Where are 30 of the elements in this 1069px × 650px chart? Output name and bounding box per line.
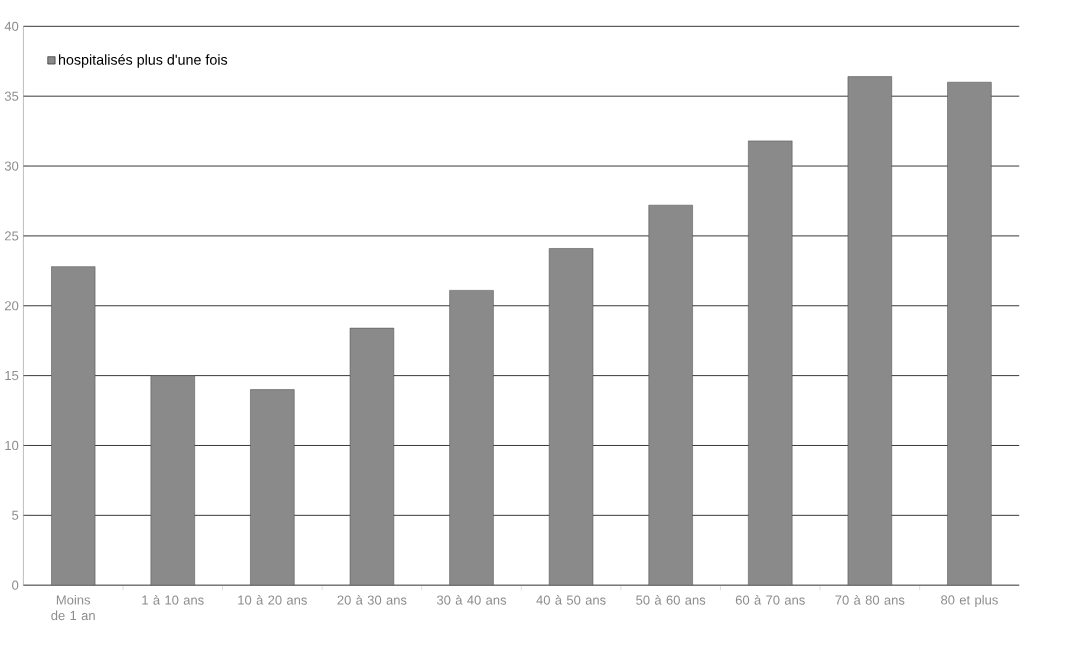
bar bbox=[648, 205, 693, 586]
bar bbox=[548, 248, 594, 586]
x-tick-label: 60 à 70 ans bbox=[735, 595, 805, 605]
x-tick-label: 1 à 10 ans bbox=[142, 595, 204, 605]
y-tick-label: 25 bbox=[4, 231, 19, 241]
y-tick-label: 0 bbox=[12, 580, 19, 591]
bar bbox=[349, 328, 395, 586]
x-tick-label: 20 à 30 ans bbox=[337, 595, 407, 605]
legend-label: hospitalisés plus d'une fois bbox=[59, 54, 228, 68]
x-tick-label: 40 à 50 ans bbox=[536, 595, 606, 605]
y-tick-label: 10 bbox=[5, 441, 19, 451]
y-tick-label: 30 bbox=[4, 161, 19, 171]
bar bbox=[748, 140, 793, 586]
x-tick-label: 30 à 40 ans bbox=[436, 595, 507, 605]
x-tick-label: 70 à 80 ans bbox=[835, 595, 905, 605]
x-tick-label: 80 et plus bbox=[941, 595, 998, 608]
bar bbox=[947, 82, 992, 586]
y-tick-label: 20 bbox=[4, 301, 19, 311]
x-tick-label: 50 à 60 ans bbox=[636, 595, 706, 605]
x-tick-label: Moins de 1 an bbox=[51, 595, 95, 621]
bar bbox=[150, 375, 195, 586]
bar bbox=[847, 76, 893, 586]
bar bbox=[51, 266, 96, 586]
y-tick-label: 35 bbox=[4, 91, 19, 101]
y-tick-label: 5 bbox=[12, 511, 19, 521]
y-tick-label: 15 bbox=[5, 371, 19, 381]
y-tick-label: 40 bbox=[4, 21, 19, 32]
bar bbox=[250, 389, 295, 586]
x-tick-label: 10 à 20 ans bbox=[238, 595, 307, 605]
bar bbox=[449, 290, 494, 586]
